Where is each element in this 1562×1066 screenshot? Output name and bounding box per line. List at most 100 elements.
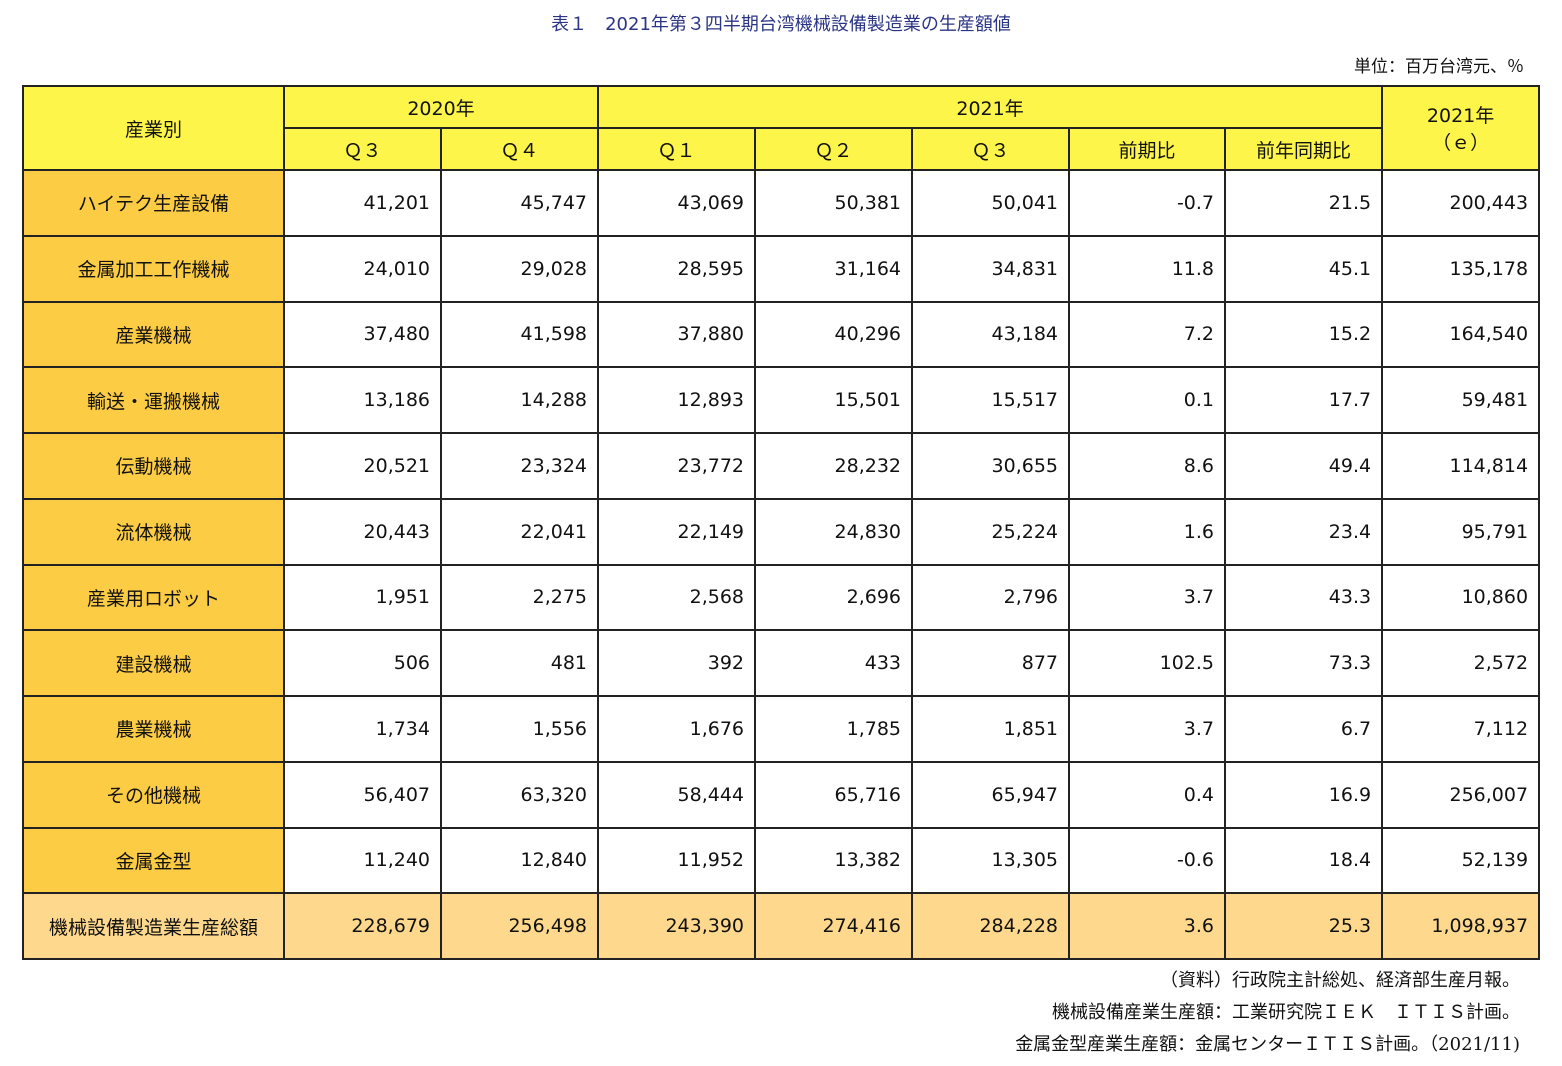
table-cell: 8.6 [1068,432,1227,500]
table-cell: 1,556 [439,695,600,763]
table-cell: 24,010 [283,234,442,303]
table-cell: 23,324 [439,432,600,500]
row-label: 流体機械 [22,497,285,566]
row-label: 建設機械 [22,629,285,697]
table-cell: 31,164 [754,234,914,303]
table-cell: 28,232 [754,432,914,500]
table-cell: 11.8 [1068,234,1227,303]
table-cell: 50,041 [911,169,1071,237]
table-cell: 11,240 [283,826,442,895]
table-cell: 0.4 [1068,760,1227,829]
header-category: 産業別 [22,85,285,171]
table-cell: 65,716 [754,760,914,829]
table-cell: 23.4 [1224,497,1384,566]
table-cell: 114,814 [1381,432,1541,500]
table-cell: 2,696 [754,563,914,632]
table-row: 金属金型 11,240 12,840 11,952 13,382 13,305 -0.6 18… [22,826,1541,895]
table-cell: 95,791 [1381,497,1541,566]
table-cell: 256,498 [439,892,600,960]
table-cell: 15,501 [754,366,914,434]
estimate-year: 2021年 [1426,105,1495,127]
table-cell: 1,734 [283,695,442,763]
table-cell: 506 [283,629,442,697]
table-cell: 16.9 [1224,760,1384,829]
table-cell: 1,851 [911,695,1071,763]
table-cell: 1,951 [283,563,442,632]
table-cell: 6.7 [1224,695,1384,763]
table-cell: 15.2 [1224,300,1384,369]
table-cell: 1,676 [597,695,757,763]
table-row: 伝動機械 20,521 23,324 23,772 28,232 30,655 8.6 49.… [22,432,1541,500]
table-cell: 41,201 [283,169,442,237]
table-cell: 30,655 [911,432,1071,500]
header-col: 前年同期比 [1224,127,1384,171]
unit-label: 単位：百万台湾元、％ [1354,57,1524,77]
table-cell: 3.6 [1068,892,1227,960]
table-cell: 0.1 [1068,366,1227,434]
table-cell: 22,041 [439,497,600,566]
table-cell: -0.6 [1068,826,1227,895]
table-cell: 45.1 [1224,234,1384,303]
table-cell: 13,382 [754,826,914,895]
table-row: 農業機械 1,734 1,556 1,676 1,785 1,851 3.7 6.7 7,112 [22,695,1541,763]
table-cell: 43,184 [911,300,1071,369]
table-cell: 24,830 [754,497,914,566]
table-cell: 49.4 [1224,432,1384,500]
machinery-source-note: 機械設備産業生産額：工業研究院ＩＥＫ ＩＴＩＳ計画。 [1052,1002,1520,1023]
estimate-mark: （ｅ） [1432,132,1490,154]
row-label: 機械設備製造業生産総額 [22,892,285,960]
table-cell: -0.7 [1068,169,1227,237]
table-cell: 3.7 [1068,695,1227,763]
table-cell: 45,747 [439,169,600,237]
table-row: その他機械 56,407 63,320 58,444 65,716 65,947 0.4 16… [22,760,1541,829]
table-cell: 12,893 [597,366,757,434]
table-cell: 59,481 [1381,366,1541,434]
header-col: Ｑ３ [283,127,442,171]
row-label: 輸送・運搬機械 [22,366,285,434]
table-cell: 29,028 [439,234,600,303]
table-cell: 73.3 [1224,629,1384,697]
table-cell: 135,178 [1381,234,1541,303]
header-2021-estimate: 2021年 （ｅ） [1381,85,1541,171]
table-cell: 433 [754,629,914,697]
table-cell: 13,186 [283,366,442,434]
table-cell: 63,320 [439,760,600,829]
table-cell: 256,007 [1381,760,1541,829]
table-title: 表１ 2021年第３四半期台湾機械設備製造業の生産額値 [551,14,1011,35]
table-cell: 200,443 [1381,169,1541,237]
header-col: 前期比 [1068,127,1227,171]
table-cell: 7,112 [1381,695,1541,763]
table-cell: 65,947 [911,760,1071,829]
table-cell: 3.7 [1068,563,1227,632]
table-row: 流体機械 20,443 22,041 22,149 24,830 25,224 1.6 23.… [22,497,1541,566]
table-cell: 13,305 [911,826,1071,895]
header-2020: 2020年 [282,85,600,129]
row-label: 金属金型 [22,826,285,895]
table-cell: 481 [439,629,600,697]
table-cell: 52,139 [1381,826,1541,895]
table-cell: 50,381 [754,169,914,237]
table-cell: 23,772 [597,432,757,500]
table-cell: 102.5 [1068,629,1227,697]
row-label: 伝動機械 [22,432,285,500]
row-label: 金属加工工作機械 [22,234,285,303]
table-cell: 2,568 [597,563,757,632]
row-label: 農業機械 [22,695,285,763]
table-cell: 28,595 [597,234,757,303]
table-cell: 392 [597,629,757,697]
table-cell: 1,098,937 [1381,892,1541,960]
row-label: ハイテク生産設備 [22,169,285,237]
table-cell: 274,416 [754,892,914,960]
table-cell: 12,840 [439,826,600,895]
table-cell: 17.7 [1224,366,1384,434]
table-cell: 228,679 [283,892,442,960]
table-cell: 164,540 [1381,300,1541,369]
header-col: Ｑ３ [911,127,1071,171]
table-row: 産業用ロボット 1,951 2,275 2,568 2,696 2,796 3.7 43.3 1… [22,563,1541,632]
table-cell: 25,224 [911,497,1071,566]
table-cell: 58,444 [597,760,757,829]
table-cell: 56,407 [283,760,442,829]
header-col: Ｑ４ [439,127,600,171]
table-cell: 14,288 [439,366,600,434]
table-row: 産業機械 37,480 41,598 37,880 40,296 43,184 7.2 15.… [22,300,1541,369]
